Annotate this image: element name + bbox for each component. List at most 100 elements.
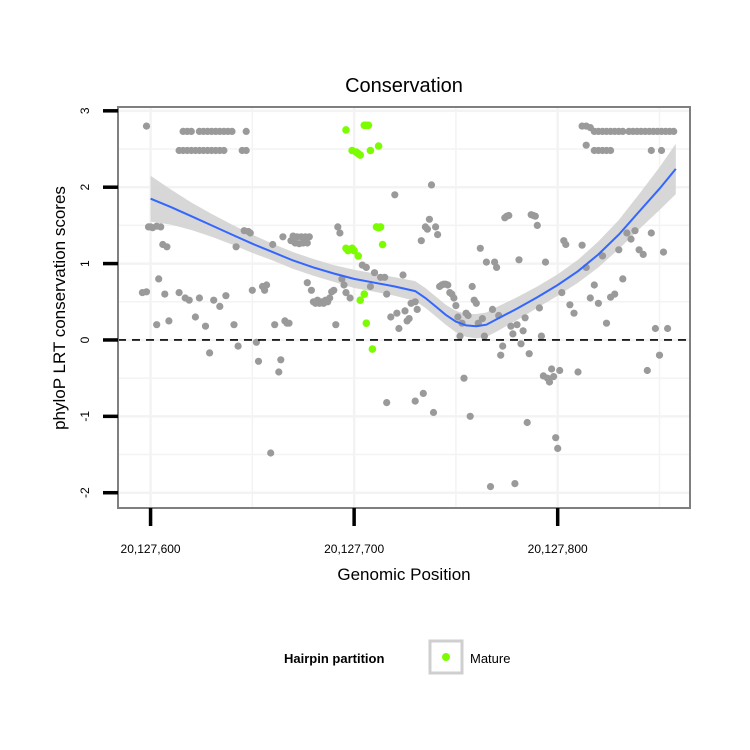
data-point [254,357,263,365]
data-point [303,239,311,247]
data-point [155,275,163,283]
data-point [535,304,544,312]
data-point-mature [356,296,365,305]
data-point [519,327,527,335]
data-point-mature [378,240,387,249]
data-point [230,321,238,329]
data-point-mature [362,319,371,328]
data-point [411,397,419,405]
data-point [381,273,389,281]
data-point [651,324,660,333]
data-point-mature [374,142,383,150]
data-point [336,229,344,237]
data-point-mature [356,151,365,159]
data-point [157,223,165,231]
data-point [574,368,582,376]
plot-panel: 20,127,600 20,127,700 20,127,800 -2 -1 0 1 2 3 [78,106,691,556]
data-point [222,292,230,300]
data-point [366,282,374,291]
data-point [161,290,169,298]
data-point [425,215,433,223]
data-point [413,305,421,313]
data-point [305,233,313,241]
data-point [619,127,627,135]
data-point [405,315,413,323]
data-point [419,389,427,397]
x-axis-title: Genomic Position [337,565,470,584]
data-point [590,281,598,289]
data-point [615,246,623,254]
data-point [242,146,250,155]
data-point [466,412,474,420]
data-point [383,399,391,407]
data-point-mature [368,345,377,353]
data-point [594,299,603,307]
data-point [401,307,409,315]
data-point [647,146,655,155]
data-point [554,444,562,452]
data-point [263,281,271,289]
y-axis-title: phyloP LRT conservation scores [50,186,69,430]
data-point [578,241,586,249]
data-point [550,373,558,381]
data-point [340,281,348,289]
data-point [267,449,275,457]
data-point [411,298,419,306]
data-point-mature [342,126,350,134]
data-point [647,229,655,237]
data-point [533,221,541,229]
data-point [611,290,619,298]
data-point-mature [376,223,385,231]
data-point [513,321,521,329]
data-point [277,356,285,364]
data-point [456,332,464,340]
data-point [657,146,666,155]
data-point [191,313,199,321]
panel-border [117,106,691,509]
data-point [505,211,513,220]
data-point [515,256,523,264]
data-point [460,374,468,382]
data-point [163,243,171,251]
data-point [234,342,242,350]
legend-title: Hairpin partition [284,651,384,666]
data-point [488,305,497,313]
data-point [206,349,214,357]
data-point [142,288,151,296]
y-tick-label: 0 [78,336,92,343]
data-point [537,332,546,340]
legend: Hairpin partition Mature [284,639,510,675]
data-point [248,286,256,294]
data-point [548,365,556,373]
data-point [444,281,452,289]
data-point [507,322,515,330]
data-point [493,263,501,271]
data-point [450,294,458,302]
data-point [391,191,399,199]
data-point [142,122,151,130]
data-point [468,282,476,291]
data-point [582,141,590,149]
data-point [362,263,370,271]
data-point [482,258,490,266]
data-point [195,294,203,302]
data-point-mature [366,146,375,155]
chart-title: Conservation [345,75,463,97]
data-point [275,368,283,376]
data-point [423,225,431,233]
data-point [480,332,488,340]
data-point [464,311,472,320]
y-tick-label: 1 [78,260,92,267]
data-point [399,271,407,279]
data-point [370,269,379,277]
data-point-mature [360,290,369,298]
data-point [303,279,311,287]
data-point [472,299,480,307]
data-point [511,480,519,488]
data-point [521,314,529,322]
data-point [330,286,338,294]
data-point-mature [350,246,358,255]
data-point [342,289,350,297]
data-point [627,235,635,243]
data-point [242,127,250,135]
